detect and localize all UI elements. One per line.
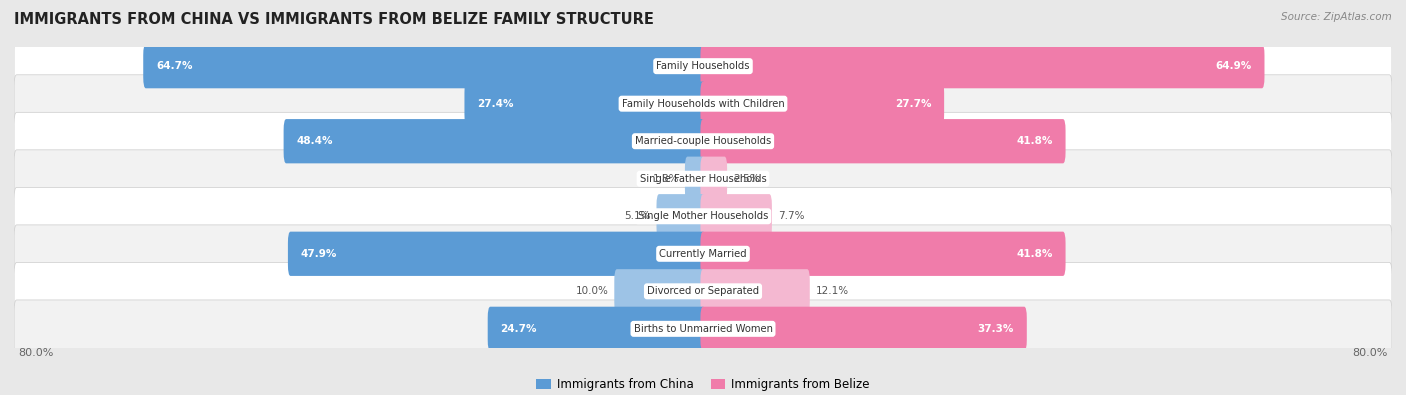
FancyBboxPatch shape — [14, 150, 1392, 208]
FancyBboxPatch shape — [14, 262, 1392, 320]
Legend: Immigrants from China, Immigrants from Belize: Immigrants from China, Immigrants from B… — [531, 373, 875, 395]
FancyBboxPatch shape — [14, 37, 1392, 95]
Text: Family Households with Children: Family Households with Children — [621, 99, 785, 109]
FancyBboxPatch shape — [14, 112, 1392, 170]
FancyBboxPatch shape — [700, 307, 1026, 351]
Text: 64.7%: 64.7% — [156, 61, 193, 71]
Text: Married-couple Households: Married-couple Households — [636, 136, 770, 146]
FancyBboxPatch shape — [657, 194, 706, 239]
FancyBboxPatch shape — [700, 194, 772, 239]
Text: 80.0%: 80.0% — [18, 348, 53, 358]
Text: 24.7%: 24.7% — [501, 324, 537, 334]
Text: 80.0%: 80.0% — [1353, 348, 1388, 358]
Text: Single Father Households: Single Father Households — [640, 174, 766, 184]
FancyBboxPatch shape — [614, 269, 706, 314]
Text: 7.7%: 7.7% — [778, 211, 804, 221]
Text: 27.4%: 27.4% — [478, 99, 513, 109]
Text: 2.5%: 2.5% — [733, 174, 759, 184]
Text: IMMIGRANTS FROM CHINA VS IMMIGRANTS FROM BELIZE FAMILY STRUCTURE: IMMIGRANTS FROM CHINA VS IMMIGRANTS FROM… — [14, 12, 654, 27]
Text: 41.8%: 41.8% — [1017, 249, 1053, 259]
Text: 1.8%: 1.8% — [652, 174, 679, 184]
Text: Family Households: Family Households — [657, 61, 749, 71]
FancyBboxPatch shape — [700, 44, 1264, 88]
Text: 5.1%: 5.1% — [624, 211, 651, 221]
Text: 41.8%: 41.8% — [1017, 136, 1053, 146]
Text: 27.7%: 27.7% — [894, 99, 931, 109]
FancyBboxPatch shape — [700, 81, 945, 126]
Text: Single Mother Households: Single Mother Households — [638, 211, 768, 221]
Text: Divorced or Separated: Divorced or Separated — [647, 286, 759, 296]
Text: 64.9%: 64.9% — [1215, 61, 1251, 71]
FancyBboxPatch shape — [700, 156, 727, 201]
Text: Births to Unmarried Women: Births to Unmarried Women — [634, 324, 772, 334]
FancyBboxPatch shape — [700, 119, 1066, 164]
FancyBboxPatch shape — [143, 44, 706, 88]
Text: 10.0%: 10.0% — [575, 286, 609, 296]
FancyBboxPatch shape — [14, 75, 1392, 133]
Text: 48.4%: 48.4% — [297, 136, 333, 146]
FancyBboxPatch shape — [700, 231, 1066, 276]
FancyBboxPatch shape — [685, 156, 706, 201]
FancyBboxPatch shape — [14, 300, 1392, 358]
FancyBboxPatch shape — [284, 119, 706, 164]
Text: 12.1%: 12.1% — [815, 286, 849, 296]
FancyBboxPatch shape — [14, 187, 1392, 245]
FancyBboxPatch shape — [464, 81, 706, 126]
Text: 37.3%: 37.3% — [977, 324, 1014, 334]
FancyBboxPatch shape — [288, 231, 706, 276]
Text: Currently Married: Currently Married — [659, 249, 747, 259]
FancyBboxPatch shape — [700, 269, 810, 314]
FancyBboxPatch shape — [488, 307, 706, 351]
Text: 47.9%: 47.9% — [301, 249, 337, 259]
Text: Source: ZipAtlas.com: Source: ZipAtlas.com — [1281, 12, 1392, 22]
FancyBboxPatch shape — [14, 225, 1392, 283]
